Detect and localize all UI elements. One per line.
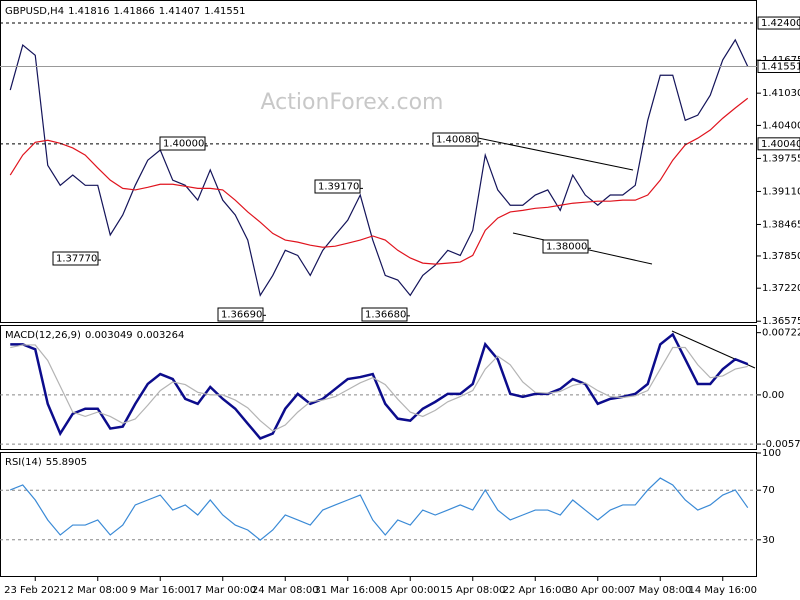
y-tick-label: 1.36575 <box>762 316 800 327</box>
level-box <box>757 59 800 73</box>
x-tick-label: 17 Mar 00:00 <box>189 585 256 596</box>
y-tick-label: 1.41030 <box>762 88 800 99</box>
annotation-label: 1.40000 <box>163 139 204 150</box>
annotation-box <box>542 239 589 254</box>
x-tick-label: 9 Mar 16:00 <box>130 585 190 596</box>
annotation-box <box>361 307 408 322</box>
x-tick-label: 30 Apr 00:00 <box>565 585 630 596</box>
annotation-box <box>52 251 99 266</box>
macd-header: MACD(12,26,9) 0.003049 0.003264 <box>5 330 184 341</box>
y-tick-label: 1.39110 <box>762 186 800 197</box>
series-line <box>10 344 748 432</box>
y-tick-label: 0.00 <box>762 390 784 401</box>
series-line <box>10 332 749 440</box>
watermark: ActionForex.com <box>261 90 444 115</box>
price-header: GBPUSD,H4 1.41816 1.41866 1.41407 1.41551 <box>5 6 246 17</box>
y-tick-label: 1.40400 <box>762 120 800 131</box>
y-tick-label: 70 <box>762 485 775 496</box>
price-panel <box>0 0 757 323</box>
x-tick-label: 23 Feb 2021 <box>4 585 66 596</box>
series-line <box>9 97 749 265</box>
x-tick-label: 14 May 16:00 <box>688 585 757 596</box>
y-tick-label: -0.005714 <box>762 439 800 450</box>
annotation-label: 1.36680 <box>365 310 406 321</box>
annotation-box <box>159 136 206 151</box>
x-tick-label: 24 Mar 08:00 <box>252 585 319 596</box>
y-tick-label: 0.007227 <box>762 328 800 339</box>
x-tick-label: 7 May 08:00 <box>629 585 691 596</box>
annotation-label: 1.39170 <box>318 182 359 193</box>
y-tick-label: 1.37220 <box>762 283 800 294</box>
annotation-box <box>314 179 361 194</box>
series-line <box>9 38 749 297</box>
x-tick-label: 31 Mar 16:00 <box>314 585 381 596</box>
series-line <box>10 477 749 541</box>
y-tick-label: 1.39755 <box>762 153 800 164</box>
trend-line <box>477 137 634 171</box>
rsi-header: RSI(14) 55.8905 <box>5 457 87 468</box>
x-tick-label: 8 Apr 00:00 <box>381 585 440 596</box>
annotation-label: 1.38000 <box>546 242 587 253</box>
rsi-panel <box>0 452 757 577</box>
macd-panel <box>0 325 757 450</box>
y-tick-label: 30 <box>762 535 775 546</box>
annotation-label: 1.40080 <box>436 135 477 146</box>
annotation-box <box>217 307 264 322</box>
x-tick-label: 2 Mar 08:00 <box>68 585 128 596</box>
y-tick-label: 1.37850 <box>762 251 800 262</box>
x-tick-label: 22 Apr 16:00 <box>503 585 568 596</box>
level-label: 1.42400 <box>761 18 800 29</box>
level-label: 1.40040 <box>761 139 800 150</box>
level-box <box>757 16 800 30</box>
level-label: 1.41551 <box>761 61 800 72</box>
level-box <box>757 137 800 151</box>
annotation-label: 1.36690 <box>221 310 262 321</box>
annotation-box <box>432 132 479 147</box>
y-tick-label: 1.38465 <box>762 219 800 230</box>
y-tick-label: 100 <box>762 448 781 459</box>
x-tick-label: 15 Apr 08:00 <box>440 585 505 596</box>
annotation-label: 1.37770 <box>56 254 97 265</box>
